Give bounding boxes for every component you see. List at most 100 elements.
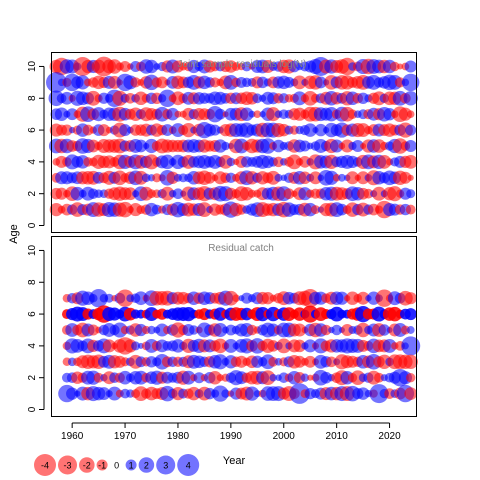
bubble [181,370,196,385]
legend-bubble [57,455,78,475]
bubble [303,123,317,137]
bubble [283,188,295,200]
y-tick-label: 10 [27,244,38,256]
bubble [397,63,404,70]
bubble [160,154,175,170]
bubble [401,336,421,356]
bubble [404,387,418,400]
bubble [377,154,392,169]
bubble [403,155,418,169]
bubbles-bottom [58,289,421,404]
bubble [223,338,238,353]
bubble [372,186,386,201]
bubble [293,323,307,337]
bubble [260,370,276,386]
bubble [351,139,364,153]
bubble [158,89,177,108]
legend-label: 0 [114,461,119,471]
bubble [89,289,108,308]
legend-bubble [125,459,137,471]
bubble [60,91,74,105]
bubble [292,75,307,90]
bubble [93,372,104,383]
bubble [286,154,302,170]
bubble [241,61,252,72]
bubble [160,186,175,201]
bubble [304,355,317,368]
bubble [54,107,69,121]
bubble [156,76,168,89]
x-axis-label: Year [223,455,246,467]
y-tick-label: 4 [27,159,38,165]
bubble [131,341,141,351]
y-tick-label: 2 [27,374,38,380]
legend-label: -1 [98,461,106,471]
bubble [276,338,292,354]
bubble [402,73,420,92]
bubble [405,124,417,136]
bubble [223,290,239,306]
legend-label: -2 [83,461,91,471]
bubble [189,325,199,335]
bubble [147,325,156,335]
legend-bubble [96,459,108,471]
legend-label: 2 [144,461,149,471]
bubble [382,338,397,353]
bubble [61,124,73,136]
bubble [134,139,148,153]
panel-bottom-frame [51,236,417,417]
legend-bubble [34,454,56,476]
bubble [269,373,277,382]
bubble [193,372,205,384]
legend-bubble [177,454,200,476]
panel-residual-catch: Residual catch [51,236,421,417]
bubble [309,171,322,185]
y-tick-label: 6 [27,311,38,317]
bubble [134,291,148,306]
bubble [97,387,111,401]
bubble [152,173,162,183]
bubble [172,188,184,200]
x-tick-label: 2000 [273,431,296,442]
bubble [404,139,417,153]
y-tick-label: 2 [27,190,38,196]
bubble [232,294,240,303]
legend: -4 -3 -2 -1 0 1 2 3 4 [34,454,200,476]
bubble [356,291,370,305]
bubble [221,141,230,151]
bubble [314,123,327,137]
bubble [303,339,317,353]
bubble [104,293,114,303]
y-tick-label: 0 [27,222,38,228]
bubble [87,324,99,336]
bubble [288,60,301,73]
bubble [406,326,415,334]
bubble [369,384,389,404]
bubble [214,108,226,120]
bubble [209,124,221,136]
panel-joint-sample-residuals: Joint sample residuals log(N) [46,52,420,233]
y-tick-label: 10 [27,60,38,72]
bubble [378,324,391,336]
bubble [403,91,418,106]
bubble [213,338,228,354]
x-tick-label: 1980 [167,431,190,442]
bubble [266,107,281,122]
bubble [326,356,337,368]
bubble [404,308,417,321]
bubble [208,370,222,385]
bubble [260,138,276,154]
bubble [253,110,262,119]
bubble [130,77,141,88]
y-tick-label: 4 [27,343,38,349]
bubble [398,107,412,121]
bubble [338,57,356,76]
bubble [119,124,132,137]
bubble [330,139,344,153]
bubble [331,324,342,336]
bubble [221,389,230,398]
bubble [320,371,332,384]
legend-bubble [156,455,176,475]
x-tick-label: 1990 [220,431,243,442]
